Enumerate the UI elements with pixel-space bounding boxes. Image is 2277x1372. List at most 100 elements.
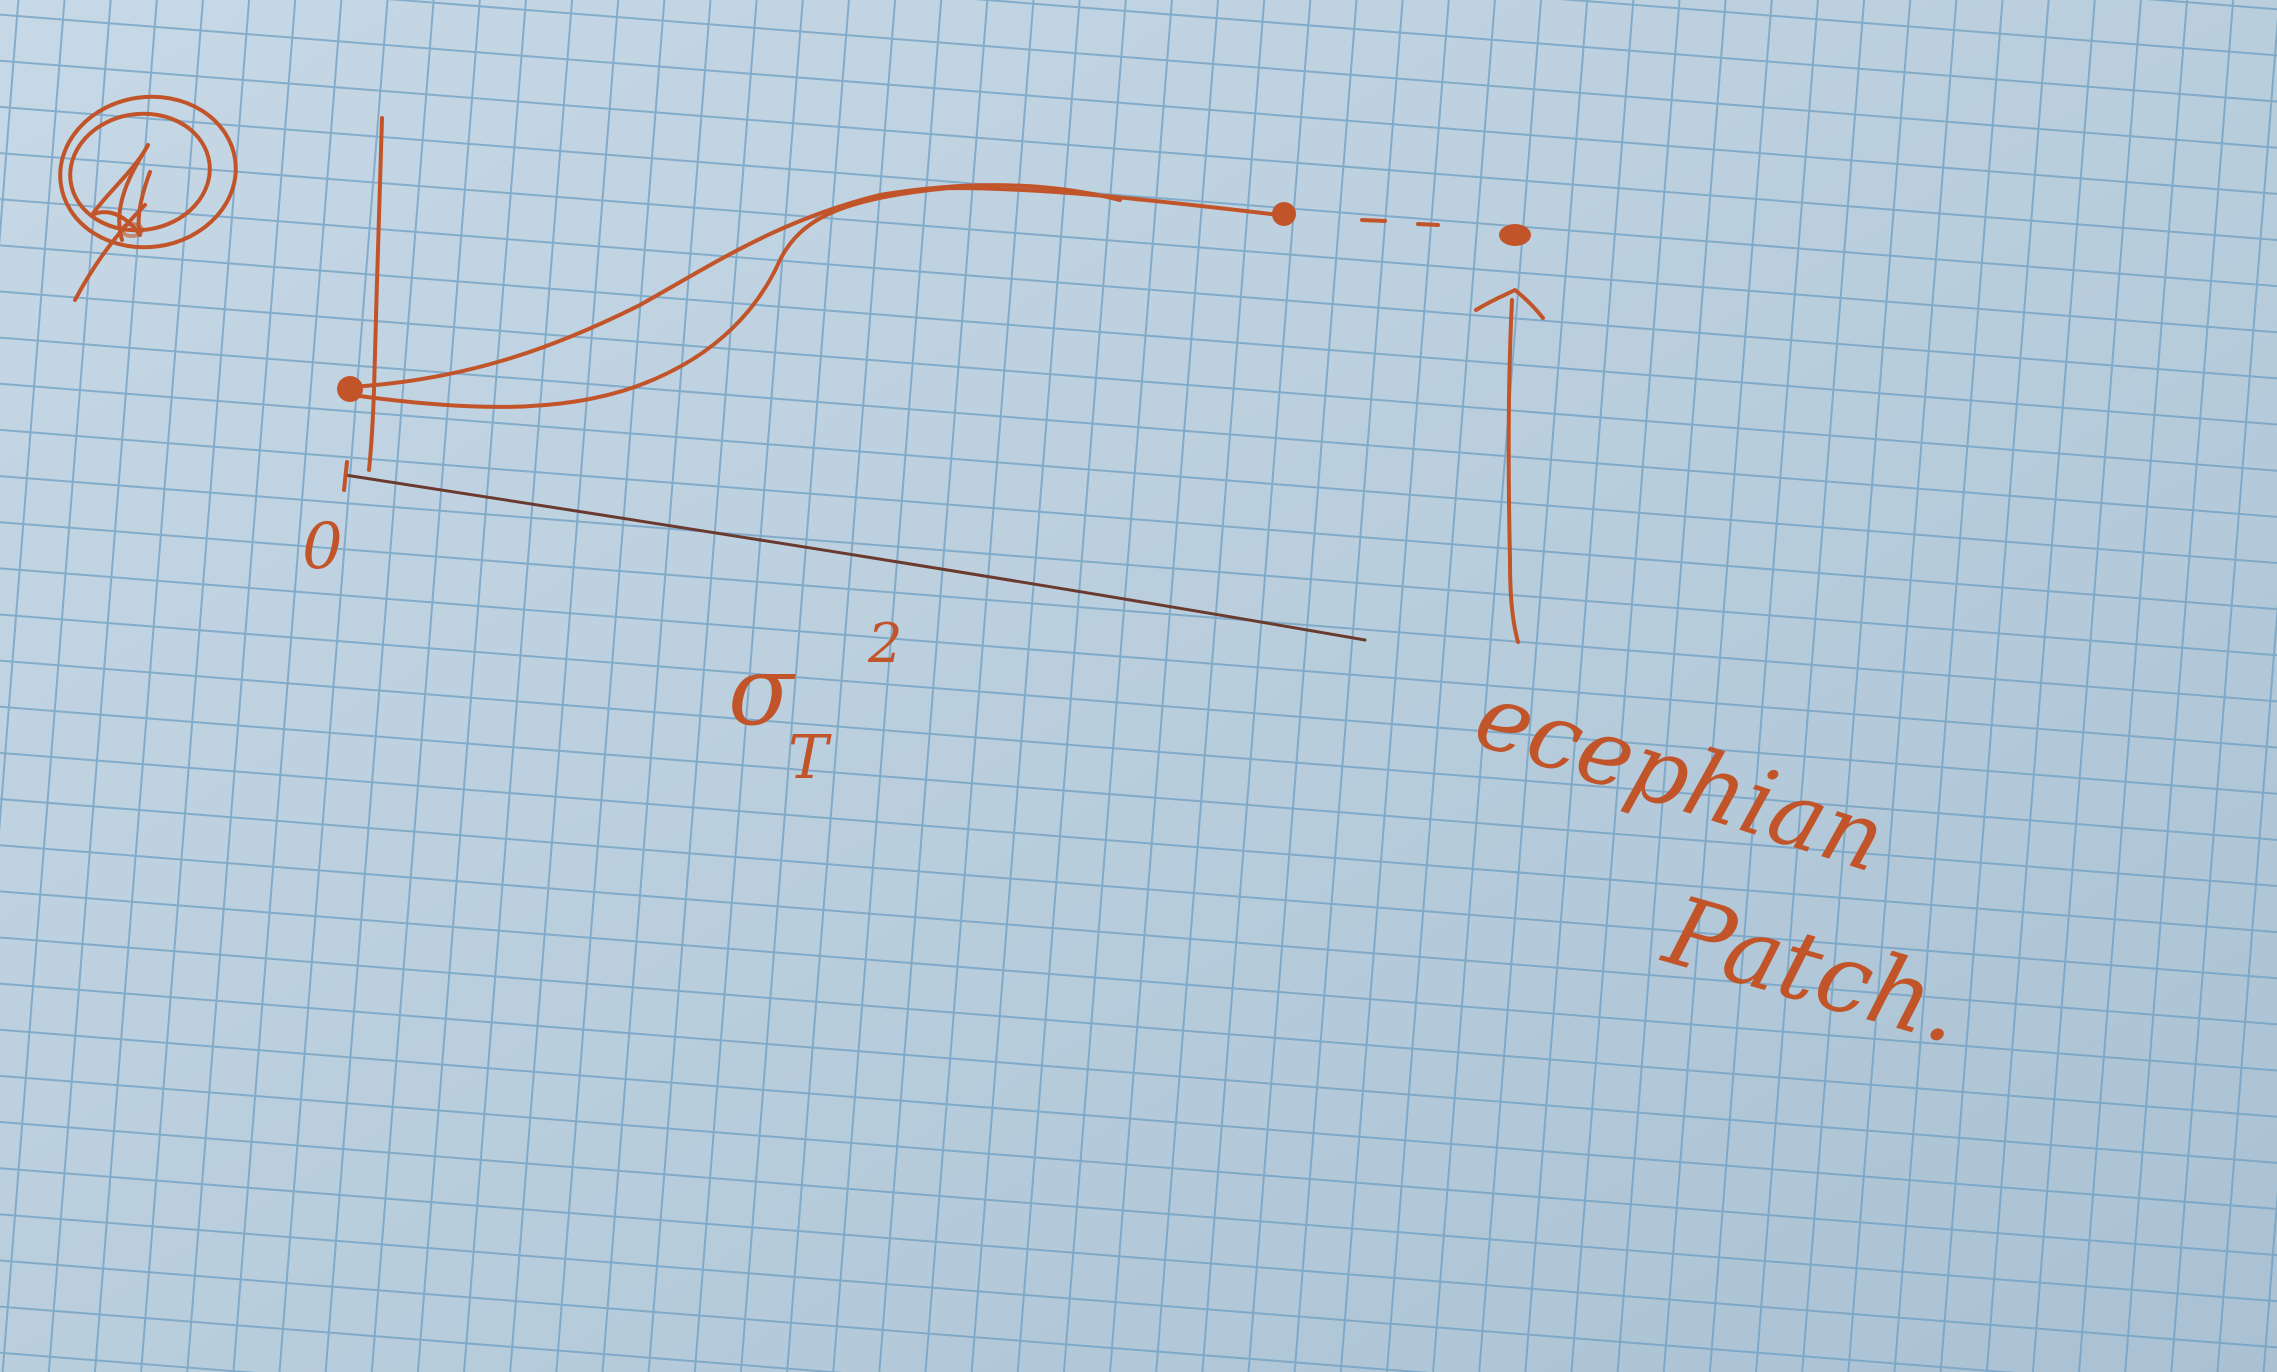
grid-line-vertical <box>1855 0 2030 1372</box>
origin-label: 0 <box>302 510 343 584</box>
grid-line-vertical <box>0 0 150 1372</box>
grid-line-horizontal <box>0 490 2277 736</box>
grid-line-vertical <box>112 0 288 1372</box>
grid-line-horizontal <box>0 673 2277 920</box>
grid-line-vertical <box>1717 0 1893 1372</box>
grid-line-vertical <box>1350 0 1526 1372</box>
grid-line-horizontal <box>0 1040 2277 1287</box>
grid-line-horizontal <box>0 0 2277 140</box>
x-axis-label: σ 2 T <box>728 612 902 793</box>
grid-line-vertical <box>66 0 242 1372</box>
grid-line-vertical <box>20 0 196 1372</box>
grid-line-horizontal <box>0 0 2277 232</box>
x-axis-label-sigma: σ <box>728 635 796 747</box>
grid-line-vertical <box>1809 0 1984 1372</box>
grid-line-vertical <box>800 0 975 1372</box>
grid-line-horizontal <box>0 1224 2277 1372</box>
grid-line-horizontal <box>0 949 2277 1195</box>
x-axis-line <box>343 473 1367 642</box>
grid-line-horizontal <box>0 352 2277 599</box>
grid-line-horizontal <box>0 215 2277 461</box>
grid-line-horizontal <box>0 307 2277 553</box>
endpoint-dot <box>1272 202 1296 226</box>
grid-line-horizontal <box>0 628 2277 874</box>
grid-line-horizontal <box>0 1086 2277 1332</box>
grid-line-vertical <box>1488 0 1663 1372</box>
grid-line-horizontal <box>0 123 2277 369</box>
grid-line-horizontal <box>0 1316 2277 1372</box>
grid-line-horizontal <box>0 1270 2277 1372</box>
grid-line-vertical <box>754 0 930 1372</box>
grid-line-horizontal <box>0 719 2277 966</box>
grid-line-vertical <box>1121 0 1296 1372</box>
lower-curve <box>350 186 1282 409</box>
x-axis-tick <box>342 460 349 492</box>
grid-line-vertical <box>2176 0 2277 1372</box>
grid-line-vertical <box>0 0 104 1372</box>
grid-line-vertical <box>158 0 333 1372</box>
grid-line-horizontal <box>0 398 2277 645</box>
target-dot <box>1499 224 1531 246</box>
grid-line-horizontal <box>0 811 2277 1057</box>
grid-line-vertical <box>937 0 1113 1372</box>
grid-line-vertical <box>1763 0 1938 1372</box>
grid-line-vertical <box>1442 0 1617 1372</box>
grid-line-vertical <box>708 0 884 1372</box>
grid-line-horizontal <box>0 995 2277 1241</box>
x-axis-label-superscript: 2 <box>867 612 902 675</box>
grid-line-vertical <box>1534 0 1709 1372</box>
grid-line-horizontal <box>0 444 2277 690</box>
grid-line-vertical <box>2084 0 2260 1372</box>
grid-line-vertical <box>1029 0 1205 1372</box>
grid-line-horizontal <box>0 169 2277 415</box>
grid-line-vertical <box>525 0 700 1372</box>
grid-line-horizontal <box>0 261 2277 507</box>
grid-line-vertical <box>387 0 563 1372</box>
grid-line-horizontal <box>0 765 2277 1011</box>
grid-line-horizontal <box>0 31 2277 278</box>
grid-line-vertical <box>616 0 792 1372</box>
grid-line-vertical <box>846 0 1021 1372</box>
grid-line-vertical <box>1167 0 1342 1372</box>
y-axis-line <box>367 116 384 472</box>
grid-line-horizontal <box>0 1132 2277 1372</box>
grid-line-vertical <box>1671 0 1847 1372</box>
grid-line-vertical <box>479 0 654 1372</box>
grid-line-vertical <box>204 0 379 1372</box>
grid-line-vertical <box>1992 0 2168 1372</box>
grid-line-vertical <box>2130 0 2277 1372</box>
grid-line-horizontal <box>0 77 2277 324</box>
grid-line-horizontal <box>0 0 2277 94</box>
grid-line-vertical <box>1213 0 1388 1372</box>
grid-line-vertical <box>1946 0 2122 1372</box>
grid-line-vertical <box>1258 0 1434 1372</box>
x-axis-label-subscript: T <box>788 723 832 793</box>
grid-line-vertical <box>1075 0 1251 1372</box>
grid-line-vertical <box>433 0 609 1372</box>
grid-line-vertical <box>1625 0 1801 1372</box>
grid-line-vertical <box>1304 0 1480 1372</box>
grid-line-vertical <box>983 0 1159 1372</box>
grid-line-vertical <box>1900 0 2076 1372</box>
upper-curve <box>348 183 1122 389</box>
grid-line-vertical <box>571 0 746 1372</box>
grid-line-vertical <box>1396 0 1572 1372</box>
grid-line-vertical <box>250 0 425 1372</box>
grid-line-vertical <box>341 0 517 1372</box>
grid-line-vertical <box>1579 0 1755 1372</box>
grid-line-horizontal <box>0 1178 2277 1372</box>
vertical-arrow <box>1474 288 1545 644</box>
grid-line-vertical <box>892 0 1067 1372</box>
grid-line-horizontal <box>0 536 2277 782</box>
grid-line-horizontal <box>0 0 2277 186</box>
grid-line-vertical <box>662 0 838 1372</box>
grid-line-horizontal <box>0 0 2277 48</box>
circled-symbol <box>58 94 238 302</box>
grid-line-horizontal <box>0 582 2277 828</box>
grid-line-horizontal <box>0 857 2277 1103</box>
dashed-continuation <box>1360 218 1440 227</box>
grid-line-vertical <box>2038 0 2214 1372</box>
grid-line-horizontal <box>0 903 2277 1149</box>
